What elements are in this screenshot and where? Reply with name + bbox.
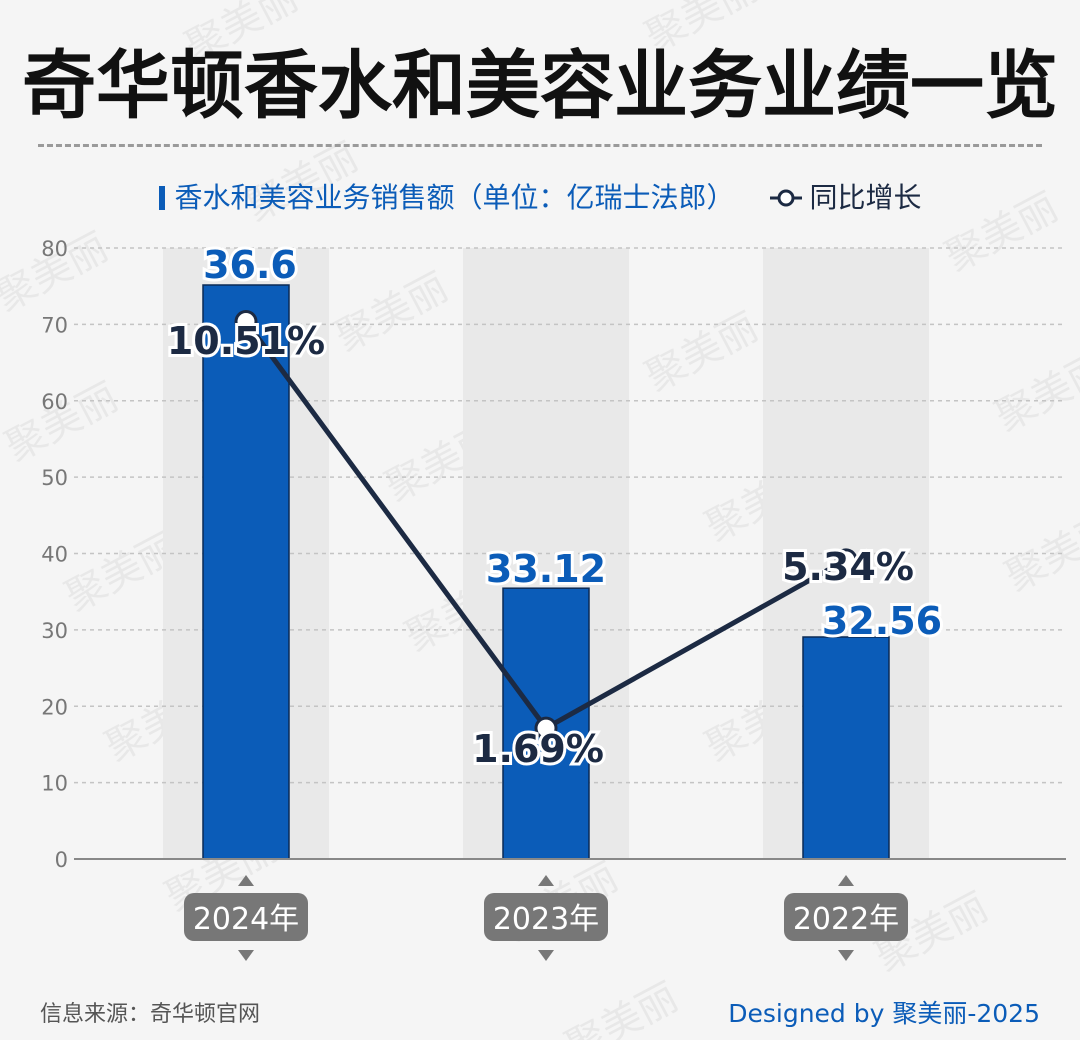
line-marker-icon bbox=[770, 189, 803, 206]
down-arrow-icon bbox=[838, 950, 854, 961]
chart-legend: 香水和美容业务销售额（单位：亿瑞士法郎） 同比增长 bbox=[0, 176, 1080, 216]
bar bbox=[802, 636, 890, 860]
category-label: 2023年 bbox=[493, 902, 599, 937]
growth-point bbox=[234, 309, 258, 333]
category-badge bbox=[784, 893, 908, 941]
y-tick-label: 40 bbox=[41, 543, 68, 567]
category-label: 2024年 bbox=[193, 902, 299, 937]
y-tick-label: 70 bbox=[41, 313, 68, 337]
growth-points bbox=[234, 309, 858, 740]
growth-label: 5.34% bbox=[782, 545, 914, 589]
category-badge bbox=[184, 893, 308, 941]
category-badges: 2024年 2023年 2022年 bbox=[184, 875, 908, 961]
designer-credit: Designed by 聚美丽-2025 bbox=[728, 999, 1040, 1028]
growth-point bbox=[834, 548, 858, 572]
legend-item-line: 同比增长 bbox=[743, 177, 921, 218]
bar-value-labels: 36.6 33.12 32.56 bbox=[200, 240, 945, 646]
category-badge bbox=[484, 893, 608, 941]
y-tick-label: 80 bbox=[41, 237, 68, 261]
legend-line-label: 同比增长 bbox=[809, 180, 922, 214]
up-arrow-icon bbox=[538, 875, 554, 886]
growth-labels: 10.51% 1.69% 5.34% bbox=[164, 316, 917, 774]
down-arrow-icon bbox=[238, 950, 254, 961]
bar-value-label: 33.12 bbox=[486, 547, 606, 591]
y-tick-label: 0 bbox=[55, 848, 68, 872]
legend-item-bar: 香水和美容业务销售额（单位：亿瑞士法郎） bbox=[158, 177, 735, 218]
bars bbox=[202, 284, 890, 860]
source-note: 信息来源：奇华顿官网 bbox=[40, 1002, 261, 1027]
y-axis-ticks: 0 10 20 30 40 50 60 70 80 bbox=[41, 237, 68, 872]
bar bbox=[202, 284, 290, 860]
growth-label: 10.51% bbox=[167, 319, 325, 363]
y-tick-label: 50 bbox=[41, 466, 68, 490]
page-title: 奇华顿香水和美容业务业绩一览 bbox=[22, 43, 1058, 129]
y-tick-label: 20 bbox=[41, 695, 68, 719]
bar-value-label: 32.56 bbox=[822, 599, 942, 643]
bar-swatch-icon bbox=[158, 185, 165, 210]
bar-value-label: 36.6 bbox=[203, 243, 297, 287]
growth-point bbox=[534, 716, 558, 740]
y-tick-label: 30 bbox=[41, 619, 68, 643]
y-tick-label: 60 bbox=[41, 390, 68, 414]
growth-label: 1.69% bbox=[472, 727, 604, 771]
category-label: 2022年 bbox=[793, 902, 899, 937]
legend-bar-label: 香水和美容业务销售额（单位：亿瑞士法郎） bbox=[174, 180, 735, 214]
title-divider bbox=[38, 144, 1042, 147]
down-arrow-icon bbox=[538, 950, 554, 961]
y-tick-label: 10 bbox=[41, 772, 68, 796]
up-arrow-icon bbox=[238, 875, 254, 886]
up-arrow-icon bbox=[838, 875, 854, 886]
